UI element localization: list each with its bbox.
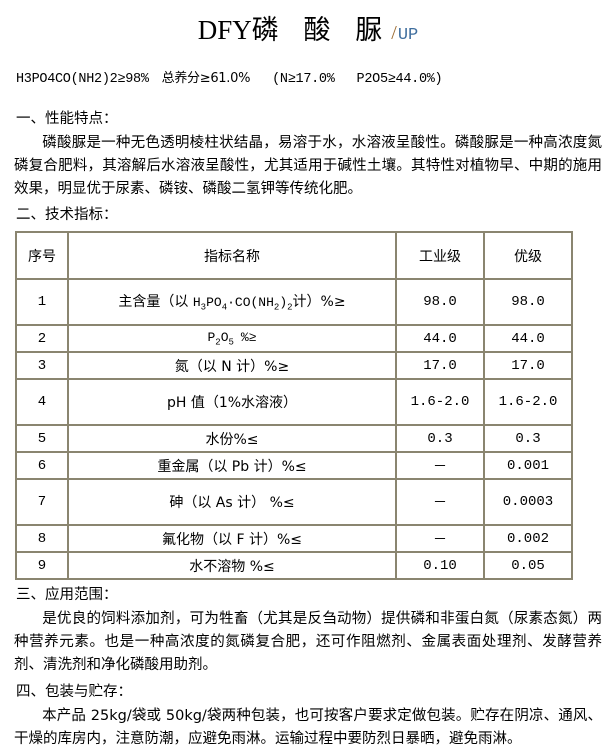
row-premium: 0.002 xyxy=(485,526,573,553)
section-heading-performance: 一、性能特点： xyxy=(16,111,118,127)
row-no: 2 xyxy=(17,326,69,353)
formula-line: H3PO4CO(NH2)2≥98% 总养分≥61.0% (N≥17.0% P2O5≥4… xyxy=(16,67,616,87)
row-industrial: 17.0 xyxy=(397,353,485,380)
formula-total-nutrient: 总养分≥61.0% xyxy=(161,71,251,86)
section-body-packaging: 本产品 25kg/袋或 50kg/袋两种包装，也可按客户要求定做包装。贮存在阴凉… xyxy=(14,705,602,751)
table-row: 6 重金属（以 Pb 计）%≤ － 0.001 xyxy=(17,453,573,480)
table-row: 2 P2O5 %≥ 44.0 44.0 xyxy=(17,326,573,353)
title-slash: / xyxy=(391,22,398,44)
row-name-suffix: 计）%≥ xyxy=(292,294,346,311)
row-name: 水份%≤ xyxy=(69,426,397,453)
row-no: 8 xyxy=(17,526,69,553)
row-industrial: 0.3 xyxy=(397,426,485,453)
row-industrial: 44.0 xyxy=(397,326,485,353)
row-industrial: 0.10 xyxy=(397,553,485,580)
application-text: 是优良的饲料添加剂，可为牲畜（尤其是反刍动物）提供磷和非蛋白氮（尿素态氮）两种营… xyxy=(14,611,602,673)
row-no: 7 xyxy=(17,480,69,526)
row-no: 5 xyxy=(17,426,69,453)
section-heading-specs: 二、技术指标： xyxy=(16,207,118,223)
performance-text: 磷酸脲是一种无色透明棱柱状结晶，易溶于水，水溶液呈酸性。磷酸脲是一种高浓度氮磷复… xyxy=(14,135,602,197)
row-name: 主含量（以 H3PO4·CO(NH2)2计）%≥ xyxy=(69,280,397,326)
row-premium: 44.0 xyxy=(485,326,573,353)
table-row: 9 水不溶物 %≤ 0.10 0.05 xyxy=(17,553,573,580)
row-industrial: 98.0 xyxy=(397,280,485,326)
title-text: DFY磷 酸 脲/UP xyxy=(198,15,418,45)
table-row: 1 主含量（以 H3PO4·CO(NH2)2计）%≥ 98.0 98.0 xyxy=(17,280,573,326)
row-industrial: － xyxy=(397,480,485,526)
row-no: 4 xyxy=(17,380,69,426)
spec-table: 序号 指标名称 工业级 优级 1 主含量（以 H3PO4·CO(NH2)2计）%… xyxy=(15,231,573,580)
row-no: 3 xyxy=(17,353,69,380)
header-name: 指标名称 xyxy=(69,233,397,280)
table-row: 3 氮（以 N 计）%≥ 17.0 17.0 xyxy=(17,353,573,380)
page-title: DFY磷 酸 脲/UP xyxy=(0,0,616,47)
row-name: 重金属（以 Pb 计）%≤ xyxy=(69,453,397,480)
table-row: 8 氟化物（以 F 计）%≤ － 0.002 xyxy=(17,526,573,553)
table-row: 7 砷（以 As 计） %≤ － 0.0003 xyxy=(17,480,573,526)
section-body-performance: 磷酸脲是一种无色透明棱柱状结晶，易溶于水，水溶液呈酸性。磷酸脲是一种高浓度氮磷复… xyxy=(14,132,602,201)
row-industrial: 1.6-2.0 xyxy=(397,380,485,426)
row-premium: 98.0 xyxy=(485,280,573,326)
row-premium: 0.3 xyxy=(485,426,573,453)
row-premium: 1.6-2.0 xyxy=(485,380,573,426)
table-row: 5 水份%≤ 0.3 0.3 xyxy=(17,426,573,453)
row-no: 6 xyxy=(17,453,69,480)
row-name: 氮（以 N 计）%≥ xyxy=(69,353,397,380)
formula-main: H3PO4CO(NH2)2≥98% xyxy=(16,72,149,87)
section-heading-packaging: 四、包装与贮存： xyxy=(16,684,132,700)
section-heading-application: 三、应用范围： xyxy=(16,587,118,603)
title-cjk: 磷 酸 脲 xyxy=(251,15,392,45)
row-no: 9 xyxy=(17,553,69,580)
row-premium: 0.0003 xyxy=(485,480,573,526)
table-row: 4 pH 值（1%水溶液） 1.6-2.0 1.6-2.0 xyxy=(17,380,573,426)
title-suffix: UP xyxy=(397,26,419,45)
row-premium: 0.001 xyxy=(485,453,573,480)
formula-p2o5: P2O5≥44.0%) xyxy=(356,72,443,87)
packaging-text: 本产品 25kg/袋或 50kg/袋两种包装，也可按客户要求定做包装。贮存在阴凉… xyxy=(14,708,602,747)
header-no: 序号 xyxy=(17,233,69,280)
row-no: 1 xyxy=(17,280,69,326)
spec-table-wrapper: 序号 指标名称 工业级 优级 1 主含量（以 H3PO4·CO(NH2)2计）%… xyxy=(15,231,573,580)
header-industrial: 工业级 xyxy=(397,233,485,280)
title-brand: DFY xyxy=(197,15,252,45)
row-industrial: － xyxy=(397,526,485,553)
row-name-prefix: 主含量（以 xyxy=(118,294,193,311)
table-header-row: 序号 指标名称 工业级 优级 xyxy=(17,233,573,280)
header-premium: 优级 xyxy=(485,233,573,280)
row-premium: 17.0 xyxy=(485,353,573,380)
row-name-formula: H3PO4·CO(NH2)2 xyxy=(192,295,293,313)
row-name: P2O5 %≥ xyxy=(69,326,397,353)
row-name: 水不溶物 %≤ xyxy=(69,553,397,580)
row-name: 砷（以 As 计） %≤ xyxy=(69,480,397,526)
row-name: pH 值（1%水溶液） xyxy=(69,380,397,426)
section-body-application: 是优良的饲料添加剂，可为牲畜（尤其是反刍动物）提供磷和非蛋白氮（尿素态氮）两种营… xyxy=(14,608,602,677)
row-name: 氟化物（以 F 计）%≤ xyxy=(69,526,397,553)
formula-nitrogen: (N≥17.0% xyxy=(272,72,335,87)
row-premium: 0.05 xyxy=(485,553,573,580)
row-industrial: － xyxy=(397,453,485,480)
